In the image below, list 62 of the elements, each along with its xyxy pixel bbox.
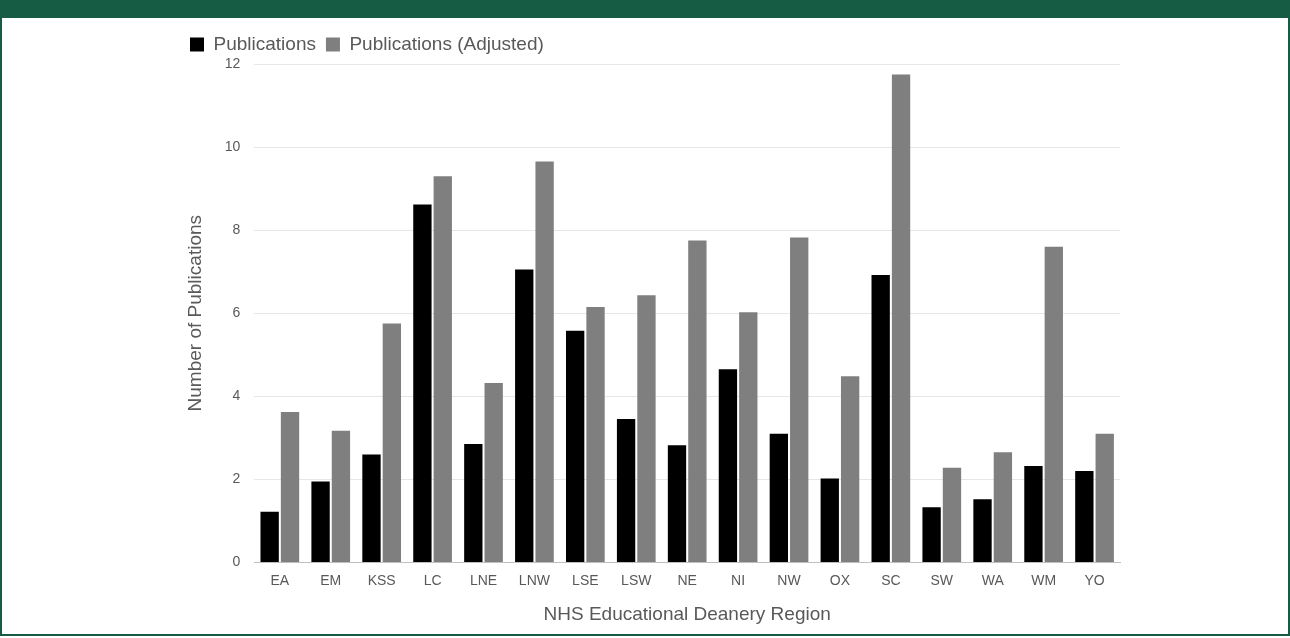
bar <box>790 237 809 562</box>
x-tick-label: SC <box>881 571 901 588</box>
bar <box>484 382 503 562</box>
y-axis-title: Number of Publications <box>183 214 205 412</box>
y-tick-label: 6 <box>232 304 241 321</box>
bar <box>871 274 890 562</box>
bar <box>993 452 1013 562</box>
bar <box>891 74 911 562</box>
y-tick-label: 10 <box>224 137 241 154</box>
y-tick-label: 8 <box>232 220 241 237</box>
bar <box>535 161 554 562</box>
bar <box>1075 471 1094 562</box>
x-tick-label: WA <box>981 571 1005 588</box>
bar <box>1044 246 1063 562</box>
bar <box>566 330 585 562</box>
bar <box>586 306 605 562</box>
x-tick-label: SW <box>930 571 954 588</box>
bar <box>260 511 279 562</box>
x-tick-label: LSE <box>572 571 599 588</box>
bar <box>739 312 758 562</box>
legend-label: Publications (Adjusted) <box>349 32 544 54</box>
bar <box>464 444 483 562</box>
bar <box>331 430 351 562</box>
x-tick-label: NE <box>677 571 697 588</box>
x-tick-label: YO <box>1084 571 1105 588</box>
x-tick-label: EA <box>270 571 290 588</box>
bar <box>688 240 707 562</box>
bar <box>667 445 687 562</box>
bar <box>515 269 534 562</box>
x-tick-label: NI <box>731 571 746 588</box>
x-tick-label: LNE <box>469 571 498 588</box>
bar <box>718 369 738 562</box>
bar <box>637 295 656 562</box>
bar <box>311 481 330 562</box>
bar <box>922 507 941 562</box>
x-tick-label: OX <box>829 571 851 588</box>
x-tick-label: LC <box>423 571 442 588</box>
bar <box>1024 466 1043 562</box>
bar <box>942 467 962 562</box>
bar <box>1095 433 1114 562</box>
y-tick-label: 2 <box>232 470 241 487</box>
x-tick-label: NW <box>777 571 802 588</box>
bar <box>280 412 300 562</box>
x-tick-label: LSW <box>621 571 653 588</box>
bar <box>820 478 839 562</box>
x-tick-label: KSS <box>367 571 396 588</box>
y-tick-label: 0 <box>232 553 241 570</box>
x-axis-title: NHS Educational Deanery Region <box>543 602 831 624</box>
bar <box>973 499 992 562</box>
bar <box>433 176 452 562</box>
y-tick-label: 4 <box>232 387 241 404</box>
x-tick-label: LNW <box>518 571 551 588</box>
y-tick-label: 12 <box>224 54 241 71</box>
bar <box>769 433 789 562</box>
legend-label: Publications <box>213 32 316 54</box>
bar <box>382 323 402 562</box>
bar <box>840 376 860 562</box>
bar <box>362 454 381 562</box>
x-tick-label: EM <box>320 571 342 588</box>
x-tick-label: WM <box>1031 571 1057 588</box>
bar <box>413 204 432 562</box>
bar <box>616 419 636 562</box>
